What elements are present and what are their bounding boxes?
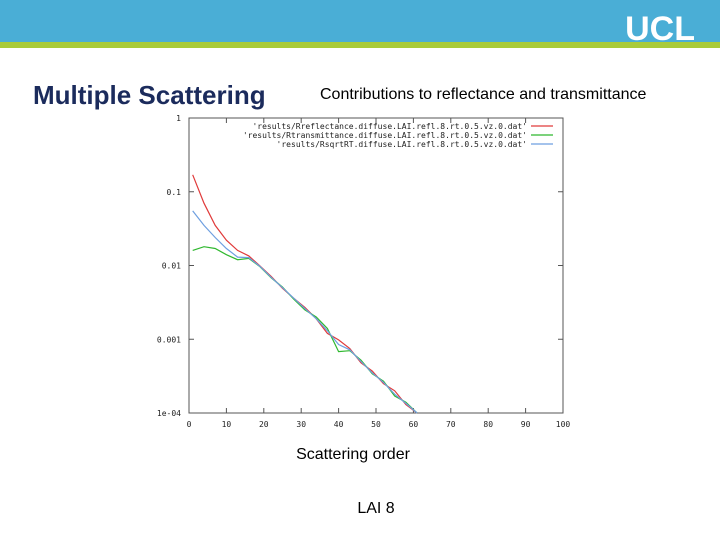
y-tick-label: 0.1 bbox=[167, 188, 182, 197]
plot-area bbox=[188, 117, 564, 414]
x-tick-label: 10 bbox=[222, 420, 232, 429]
x-tick-label: 60 bbox=[409, 420, 419, 429]
x-tick-label: 70 bbox=[446, 420, 456, 429]
x-axis-label: Scattering order bbox=[296, 446, 411, 463]
annotation: LAI 8 bbox=[357, 500, 394, 517]
x-tick-label: 0 bbox=[187, 420, 192, 429]
x-tick-label: 40 bbox=[334, 420, 344, 429]
slide-subtitle: Contributions to reflectance and transmi… bbox=[320, 86, 647, 103]
x-tick-label: 100 bbox=[556, 420, 571, 429]
banner-strip bbox=[0, 42, 720, 48]
x-tick-label: 80 bbox=[483, 420, 493, 429]
legend-label: 'results/Rreflectance.diffuse.LAI.refl.8… bbox=[252, 122, 527, 131]
legend-label: 'results/Rtransmittance.diffuse.LAI.refl… bbox=[243, 131, 527, 140]
y-tick-label: 1e-04 bbox=[157, 409, 181, 418]
x-tick-label: 50 bbox=[371, 420, 381, 429]
x-tick-label: 90 bbox=[521, 420, 531, 429]
y-tick-label: 1 bbox=[176, 114, 181, 123]
x-tick-label: 30 bbox=[296, 420, 306, 429]
slide-title: Multiple Scattering bbox=[33, 80, 266, 110]
logo: UCL bbox=[625, 10, 695, 48]
series-line bbox=[192, 210, 418, 414]
y-tick-label: 0.001 bbox=[157, 335, 181, 344]
banner bbox=[0, 0, 720, 42]
x-tick-label: 20 bbox=[259, 420, 269, 429]
legend-label: 'results/RsqrtRT.diffuse.LAI.refl.8.rt.0… bbox=[277, 140, 527, 149]
y-tick-label: 0.01 bbox=[162, 262, 181, 271]
